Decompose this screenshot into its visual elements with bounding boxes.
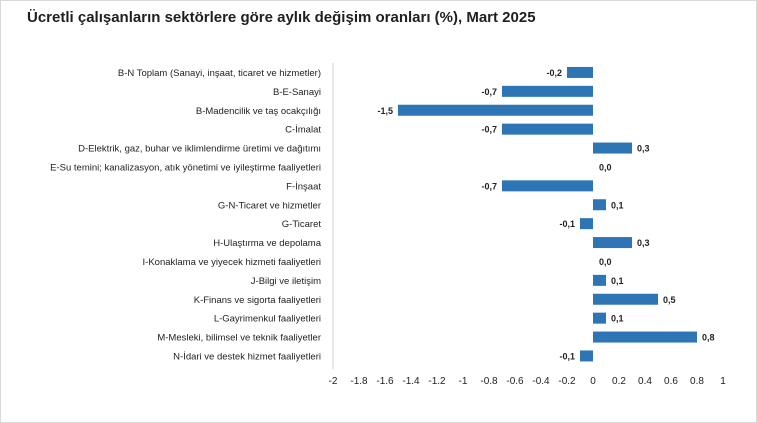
data-label: -0,2: [546, 68, 562, 78]
bar: [593, 142, 632, 154]
data-label: 0,1: [611, 314, 624, 324]
category-label: G-Ticaret: [282, 219, 322, 230]
x-tick-label: -0.4: [532, 376, 550, 387]
x-tick-label: 0: [590, 376, 596, 387]
data-label: 0,1: [611, 276, 624, 286]
bar: [502, 123, 593, 135]
category-label: I-Konaklama ve yiyecek hizmeti faaliyetl…: [143, 257, 321, 268]
bars-layer: [398, 66, 697, 362]
bar: [593, 331, 697, 343]
bar: [502, 85, 593, 97]
bar: [593, 237, 632, 249]
bar: [593, 274, 606, 286]
data-label: 0,0: [599, 257, 612, 267]
x-tick-label: 0.2: [612, 376, 626, 387]
category-label: K-Finans ve sigorta faaliyetleri: [194, 295, 321, 306]
data-label: 0,0: [599, 162, 612, 172]
x-tick-label: -0.2: [558, 376, 576, 387]
x-tick-label: -2: [329, 376, 338, 387]
category-label: C-İmalat: [285, 125, 321, 136]
data-label: -0,1: [559, 351, 575, 361]
bar: [593, 312, 606, 324]
data-label: 0,8: [702, 333, 715, 343]
data-label: -0,1: [559, 219, 575, 229]
category-label: N-İdari ve destek hizmet faaliyetleri: [173, 351, 321, 362]
x-tick-label: -1.2: [428, 376, 446, 387]
x-tick-label: 0.8: [690, 376, 704, 387]
category-label: F-İnşaat: [286, 181, 321, 192]
x-tick-label: -1.6: [376, 376, 394, 387]
category-label: B-E-Sanayi: [273, 87, 321, 98]
data-label: 0,1: [611, 200, 624, 210]
bar: [502, 180, 593, 192]
category-label: J-Bilgi ve iletişim: [251, 276, 321, 287]
x-tick-label: 0.6: [664, 376, 678, 387]
data-label: -0,7: [481, 87, 497, 97]
bar: [593, 293, 658, 305]
category-label: L-Gayrimenkul faaliyetleri: [214, 314, 321, 325]
category-label: G-N-Ticaret ve hizmetler: [218, 200, 321, 211]
x-tick-label: -1: [459, 376, 468, 387]
data-label: -1,5: [377, 106, 393, 116]
category-label: E-Su temini; kanalizasyon, atık yönetimi…: [50, 162, 321, 173]
x-tick-label: 1: [720, 376, 726, 387]
x-tick-label: -1.4: [402, 376, 420, 387]
category-label: B-Madencilik ve taş ocakçılığı: [196, 106, 321, 117]
value-labels: -0,2 -0,7 -1,5 -0,7 0,3 0,0 -0,7 0,1 -0,1 0,3 0,0 0…: [377, 68, 714, 362]
category-label: H-Ulaştırma ve depolama: [213, 238, 321, 249]
data-label: 0,5: [663, 295, 676, 305]
category-label: D-Elektrik, gaz, buhar ve iklimlendirme …: [78, 144, 321, 155]
data-label: -0,7: [481, 125, 497, 135]
x-tick-labels: -2 -1.8 -1.6 -1.4 -1.2 -1 -0.8 -0.6 -0.4 -0.2 0 0.2…: [329, 376, 727, 387]
data-label: -0,7: [481, 181, 497, 191]
chart-title: Ücretli çalışanların sektörlere göre ayl…: [27, 9, 536, 26]
category-label: B-N Toplam (Sanayi, inşaat, ticaret ve h…: [118, 68, 321, 79]
category-labels: B-N Toplam (Sanayi, inşaat, ticaret ve h…: [50, 68, 322, 363]
bar: [567, 66, 593, 78]
bar: [580, 350, 593, 362]
data-label: 0,3: [637, 238, 650, 248]
bar: [580, 218, 593, 230]
x-tick-label: -1.8: [350, 376, 368, 387]
x-tick-label: 0.4: [638, 376, 652, 387]
bar: [398, 104, 593, 116]
x-tick-label: -0.6: [506, 376, 524, 387]
x-tick-label: -0.8: [480, 376, 498, 387]
bar: [593, 199, 606, 211]
category-label: M-Mesleki, bilimsel ve teknik faaliyetle…: [157, 333, 321, 344]
data-label: 0,3: [637, 144, 650, 154]
